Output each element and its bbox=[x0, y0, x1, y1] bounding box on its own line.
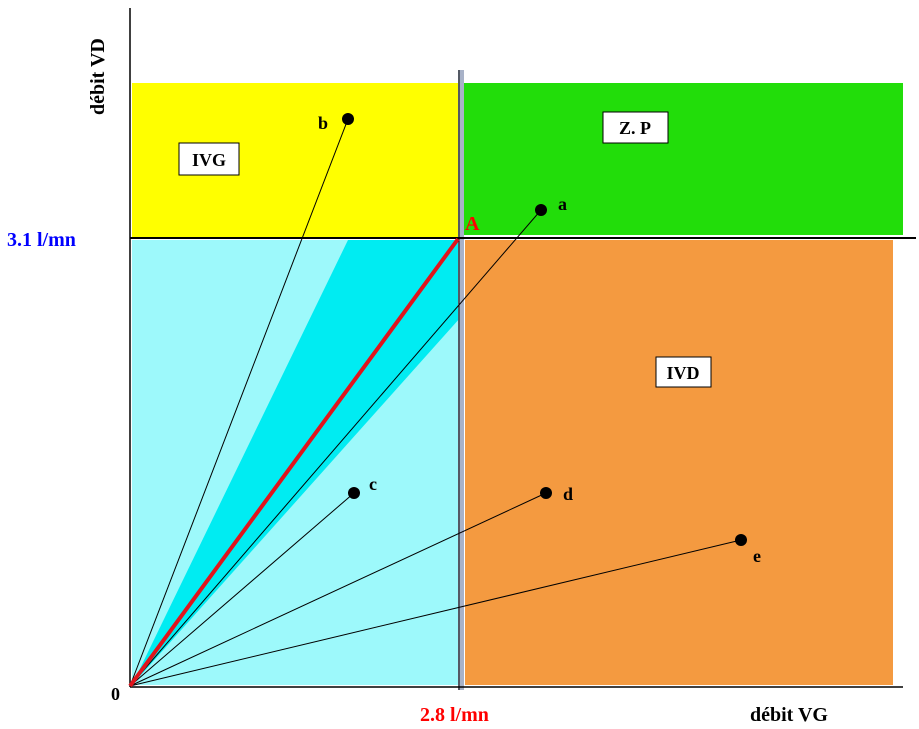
point-e-label: e bbox=[753, 546, 761, 566]
point-c-marker bbox=[348, 487, 360, 499]
zone-ivd bbox=[465, 240, 893, 685]
point-d-marker bbox=[540, 487, 552, 499]
ivd-label: IVD bbox=[666, 363, 699, 383]
zone-zp bbox=[461, 83, 903, 235]
point-b-label: b bbox=[318, 113, 328, 133]
x-threshold-label: 2.8 l/mn bbox=[420, 704, 489, 726]
ray-e bbox=[129, 539, 742, 687]
point-b-marker bbox=[342, 113, 354, 125]
ray-d bbox=[129, 492, 547, 687]
x-axis-label: débit VG bbox=[750, 704, 828, 726]
point-a-label: a bbox=[558, 194, 567, 214]
ivg-label-box bbox=[178, 142, 240, 176]
diagonal-to-a bbox=[128, 237, 460, 688]
ivd-label-box bbox=[655, 356, 712, 388]
point-a-marker bbox=[535, 204, 547, 216]
ivg-label: IVG bbox=[192, 150, 226, 170]
ray-c bbox=[129, 492, 355, 687]
ray-a bbox=[129, 209, 542, 687]
point-e-marker bbox=[735, 534, 747, 546]
zp-label-box bbox=[602, 111, 669, 144]
y-axis-label: débit VD bbox=[87, 38, 109, 115]
zp-label: Z. P bbox=[619, 118, 651, 138]
ray-b bbox=[129, 118, 349, 687]
origin-label: 0 bbox=[111, 684, 120, 704]
point-c-label: c bbox=[369, 474, 377, 494]
point-d-label: d bbox=[563, 484, 573, 504]
point-a-intersection-label: A bbox=[465, 213, 480, 235]
y-threshold-label: 3.1 l/mn bbox=[7, 229, 76, 251]
